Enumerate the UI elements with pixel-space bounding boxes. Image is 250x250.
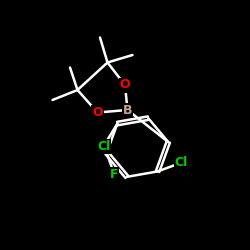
Text: O: O [92,106,103,119]
Text: F: F [110,168,118,181]
Text: Cl: Cl [175,156,188,169]
Text: Cl: Cl [97,140,110,152]
Text: O: O [120,78,130,92]
Text: B: B [123,104,132,117]
